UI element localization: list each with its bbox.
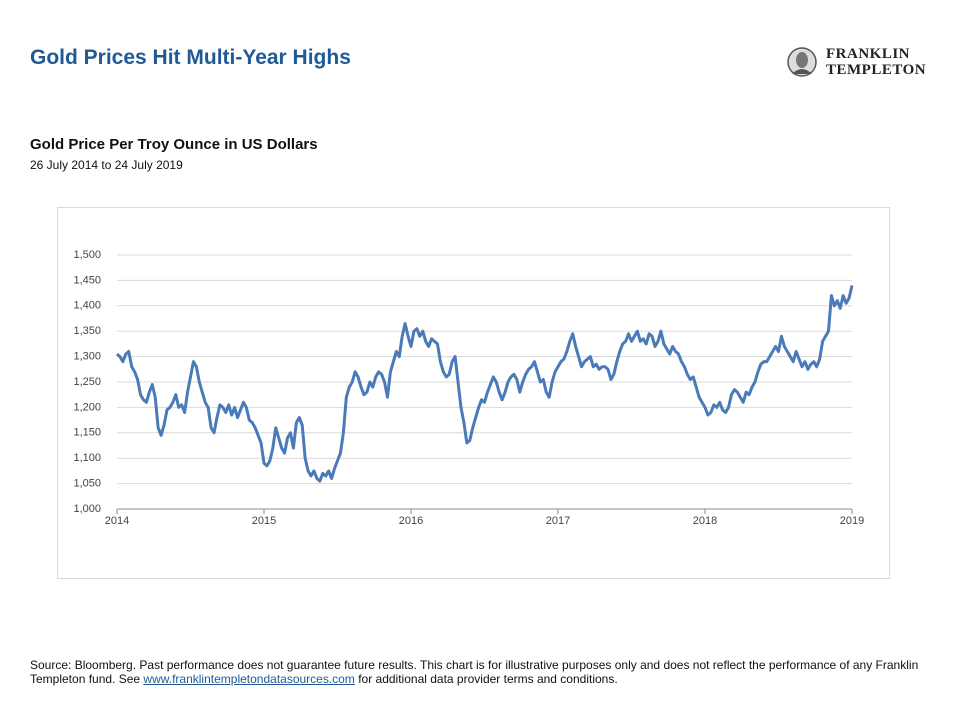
price-line: [116, 285, 854, 483]
source-link[interactable]: www.franklintempletondatasources.com: [143, 672, 355, 686]
y-tick-label: 1,350: [73, 325, 101, 337]
y-tick-label: 1,400: [73, 300, 101, 312]
logo: FRANKLIN TEMPLETON: [784, 46, 934, 82]
source-note: Source: Bloomberg. Past performance does…: [30, 658, 930, 686]
y-tick-label: 1,300: [73, 351, 101, 363]
y-tick-label: 1,100: [73, 452, 101, 464]
source-text: Source: Bloomberg. Past performance does…: [30, 658, 919, 686]
slide-title: Gold Prices Hit Multi-Year Highs: [30, 46, 351, 69]
x-tick-label: 2019: [840, 515, 864, 527]
chart-frame: [57, 207, 890, 579]
y-tick-label: 1,000: [73, 503, 101, 515]
y-tick-label: 1,500: [73, 249, 101, 261]
logo-icon: [787, 47, 817, 77]
x-tick-label: 2017: [546, 515, 570, 527]
y-tick-label: 1,200: [73, 401, 101, 413]
chart-subtitle: 26 July 2014 to 24 July 2019: [30, 158, 183, 172]
source-text: for additional data provider terms and c…: [354, 672, 618, 686]
y-tick-label: 1,050: [73, 478, 101, 490]
x-tick-label: 2014: [105, 515, 129, 527]
y-tick-label: 1,150: [73, 427, 101, 439]
logo-text: FRANKLIN TEMPLETON: [826, 46, 926, 78]
y-tick-label: 1,450: [73, 274, 101, 286]
x-tick-label: 2018: [693, 515, 717, 527]
x-tick-label: 2015: [252, 515, 276, 527]
y-tick-label: 1,250: [73, 376, 101, 388]
logo-line: TEMPLETON: [826, 62, 927, 78]
chart-title: Gold Price Per Troy Ounce in US Dollars: [30, 136, 318, 153]
logo-line: FRANKLIN: [826, 46, 911, 62]
x-tick-label: 2016: [399, 515, 423, 527]
